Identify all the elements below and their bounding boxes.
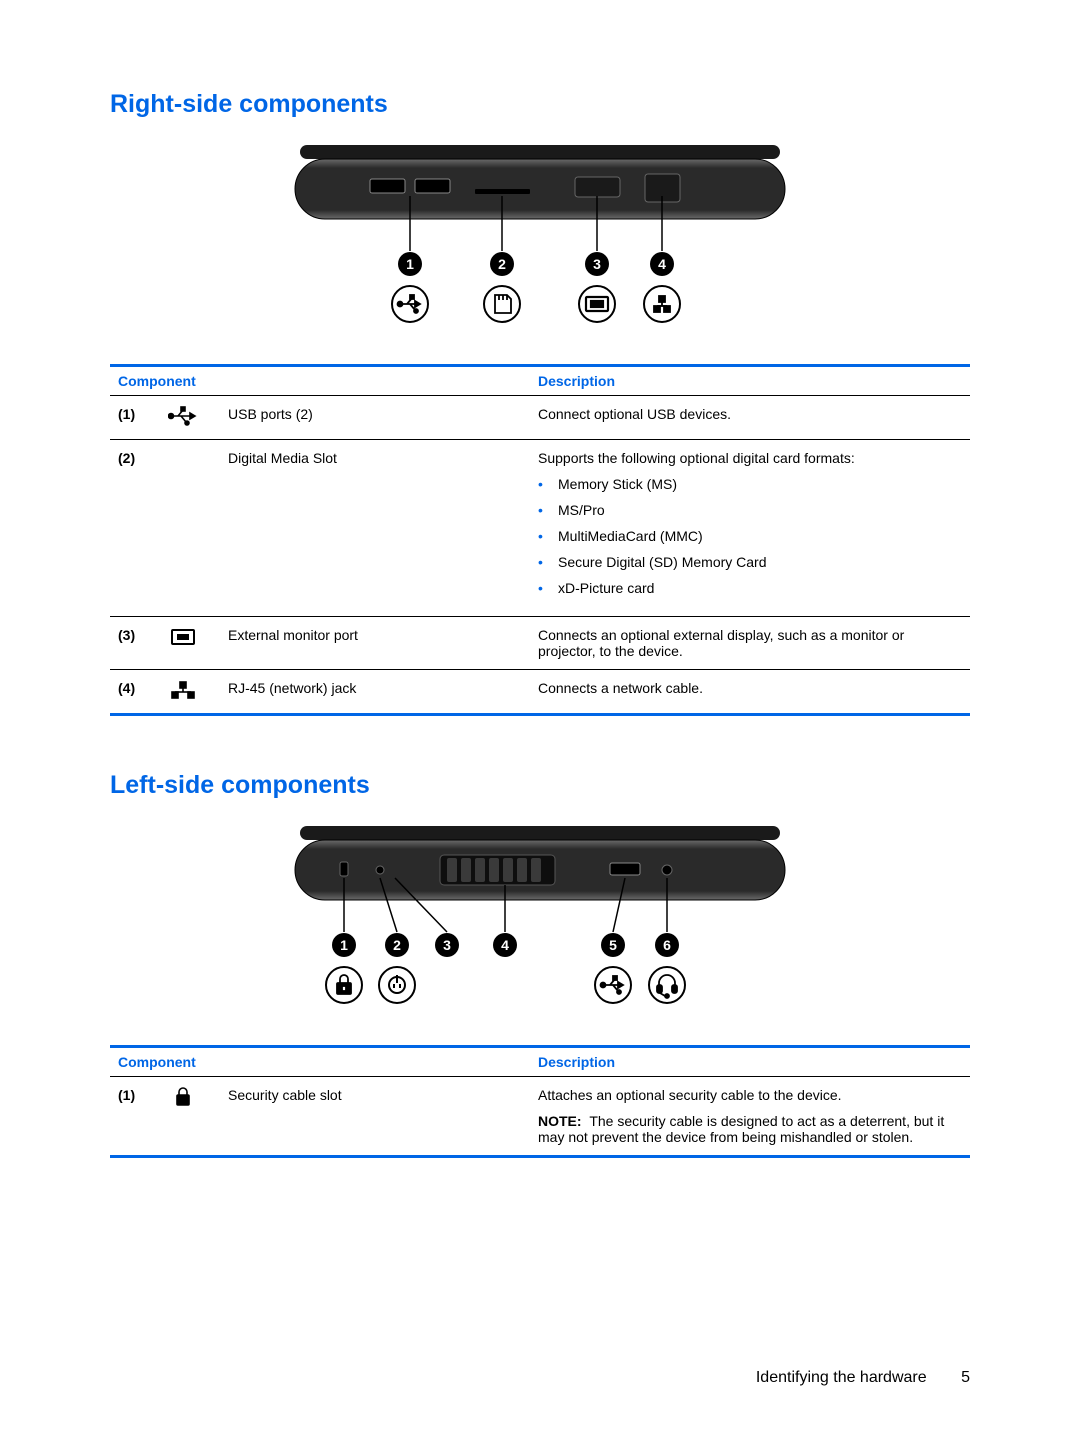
footer-section: Identifying the hardware	[756, 1369, 927, 1386]
col-description: Description	[530, 366, 970, 396]
page-footer: Identifying the hardware 5	[756, 1369, 970, 1387]
left-side-table: Component Description (1) Security cable…	[110, 1045, 970, 1158]
page-content: Right-side components 1 2	[0, 0, 1080, 1273]
usb-icon	[168, 406, 198, 426]
svg-text:4: 4	[501, 937, 509, 953]
page-number: 5	[961, 1369, 970, 1386]
table-row: (3) External monitor port Connects an op…	[110, 617, 970, 670]
svg-text:3: 3	[593, 256, 601, 272]
left-side-heading: Left-side components	[110, 771, 970, 800]
col-description: Description	[530, 1047, 970, 1077]
note-label: NOTE:	[538, 1113, 582, 1129]
svg-text:2: 2	[393, 937, 401, 953]
svg-text:3: 3	[443, 937, 451, 953]
svg-text:1: 1	[340, 937, 348, 953]
lock-icon	[168, 1087, 198, 1107]
col-component: Component	[110, 1047, 530, 1077]
table-row: (1) Security cable slot Attaches an opti…	[110, 1077, 970, 1157]
right-side-table: Component Description (1)	[110, 364, 970, 716]
table-row: (4) RJ-45 (network) jack Connects a netw…	[110, 670, 970, 715]
svg-text:6: 6	[663, 937, 671, 953]
network-icon	[168, 680, 198, 700]
svg-text:4: 4	[658, 256, 666, 272]
left-side-illustration: 1 2 3 4 5 6	[275, 820, 805, 1020]
monitor-icon	[168, 627, 198, 647]
table-row: (2) Digital Media Slot Supports the foll…	[110, 440, 970, 617]
right-side-heading: Right-side components	[110, 90, 970, 119]
right-side-illustration: 1 2 3 4	[275, 139, 805, 339]
svg-text:2: 2	[498, 256, 506, 272]
svg-text:5: 5	[609, 937, 617, 953]
table-row: (1) USB ports (2) Connect optional USB d…	[110, 396, 970, 440]
svg-text:1: 1	[406, 256, 414, 272]
col-component: Component	[110, 366, 530, 396]
media-formats-list: Memory Stick (MS) MS/Pro MultiMediaCard …	[538, 476, 962, 596]
